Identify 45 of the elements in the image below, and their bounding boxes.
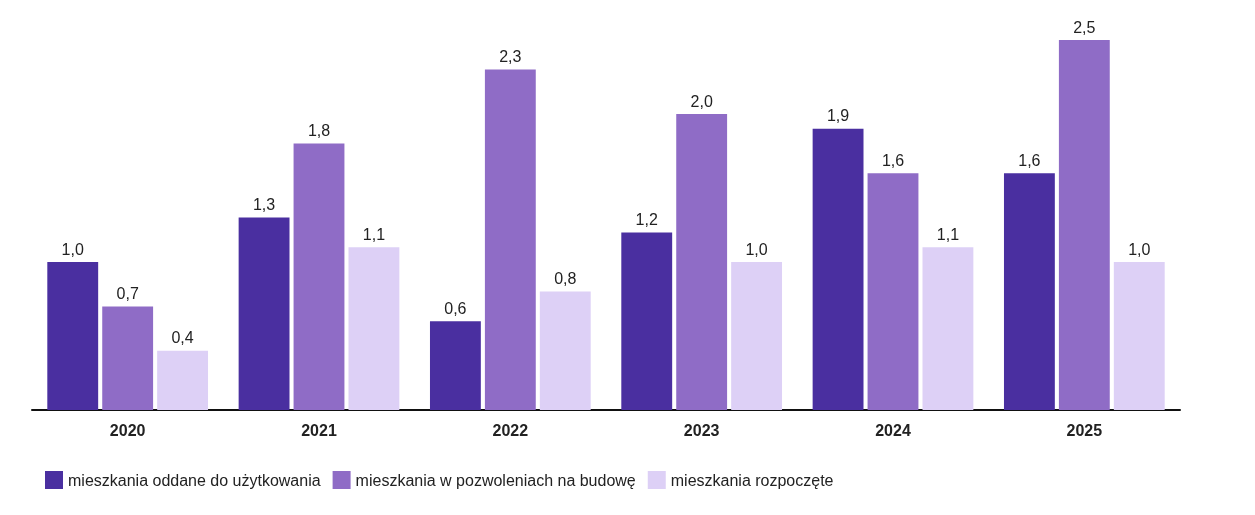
- data-label: 0,8: [554, 270, 577, 288]
- data-label: 1,6: [1018, 151, 1041, 169]
- data-label: 1,6: [881, 151, 905, 169]
- data-label: 1,1: [936, 225, 960, 243]
- data-label: 0,7: [116, 284, 139, 302]
- data-label: 1,8: [307, 122, 331, 140]
- bar: [731, 262, 783, 410]
- x-tick-label: 2020: [109, 421, 146, 439]
- bar: [47, 262, 99, 410]
- x-tick-label: 2024: [875, 421, 911, 439]
- bar: [1003, 173, 1055, 410]
- bar: [621, 232, 673, 410]
- bar: [102, 306, 154, 410]
- bar: [157, 350, 209, 410]
- data-label: 0,6: [444, 299, 467, 317]
- data-label: 2,3: [499, 48, 522, 66]
- legend-label: mieszkania w pozwoleniach na budowę: [355, 471, 636, 489]
- legend-label: mieszkania oddane do użytkowania: [68, 471, 321, 489]
- data-label: 1,0: [61, 240, 84, 258]
- x-tick-label: 2025: [1066, 421, 1103, 439]
- data-label: 1,3: [252, 196, 276, 214]
- bar: [1058, 40, 1110, 410]
- bar: [348, 247, 400, 410]
- x-tick-label: 2022: [492, 421, 529, 439]
- data-label: 1,0: [745, 240, 768, 258]
- data-label: 1,1: [362, 225, 386, 243]
- bar: [922, 247, 974, 410]
- legend-label: mieszkania rozpoczęte: [670, 471, 834, 489]
- bar: [293, 143, 345, 410]
- bar: [676, 114, 728, 410]
- x-tick-label: 2023: [683, 421, 720, 439]
- bar: [867, 173, 919, 410]
- bar: [812, 128, 864, 410]
- bar: [484, 69, 536, 410]
- bar: [1113, 262, 1165, 410]
- data-label: 1,0: [1128, 240, 1151, 258]
- data-label: 2,0: [690, 92, 713, 110]
- data-label: 2,5: [1073, 18, 1096, 36]
- bar: [429, 321, 481, 410]
- data-label: 1,2: [635, 210, 658, 228]
- x-tick-label: 2021: [301, 421, 337, 439]
- bar: [238, 217, 290, 410]
- data-label: 0,4: [171, 329, 194, 347]
- data-label: 1,9: [826, 107, 850, 125]
- bar: [539, 291, 591, 410]
